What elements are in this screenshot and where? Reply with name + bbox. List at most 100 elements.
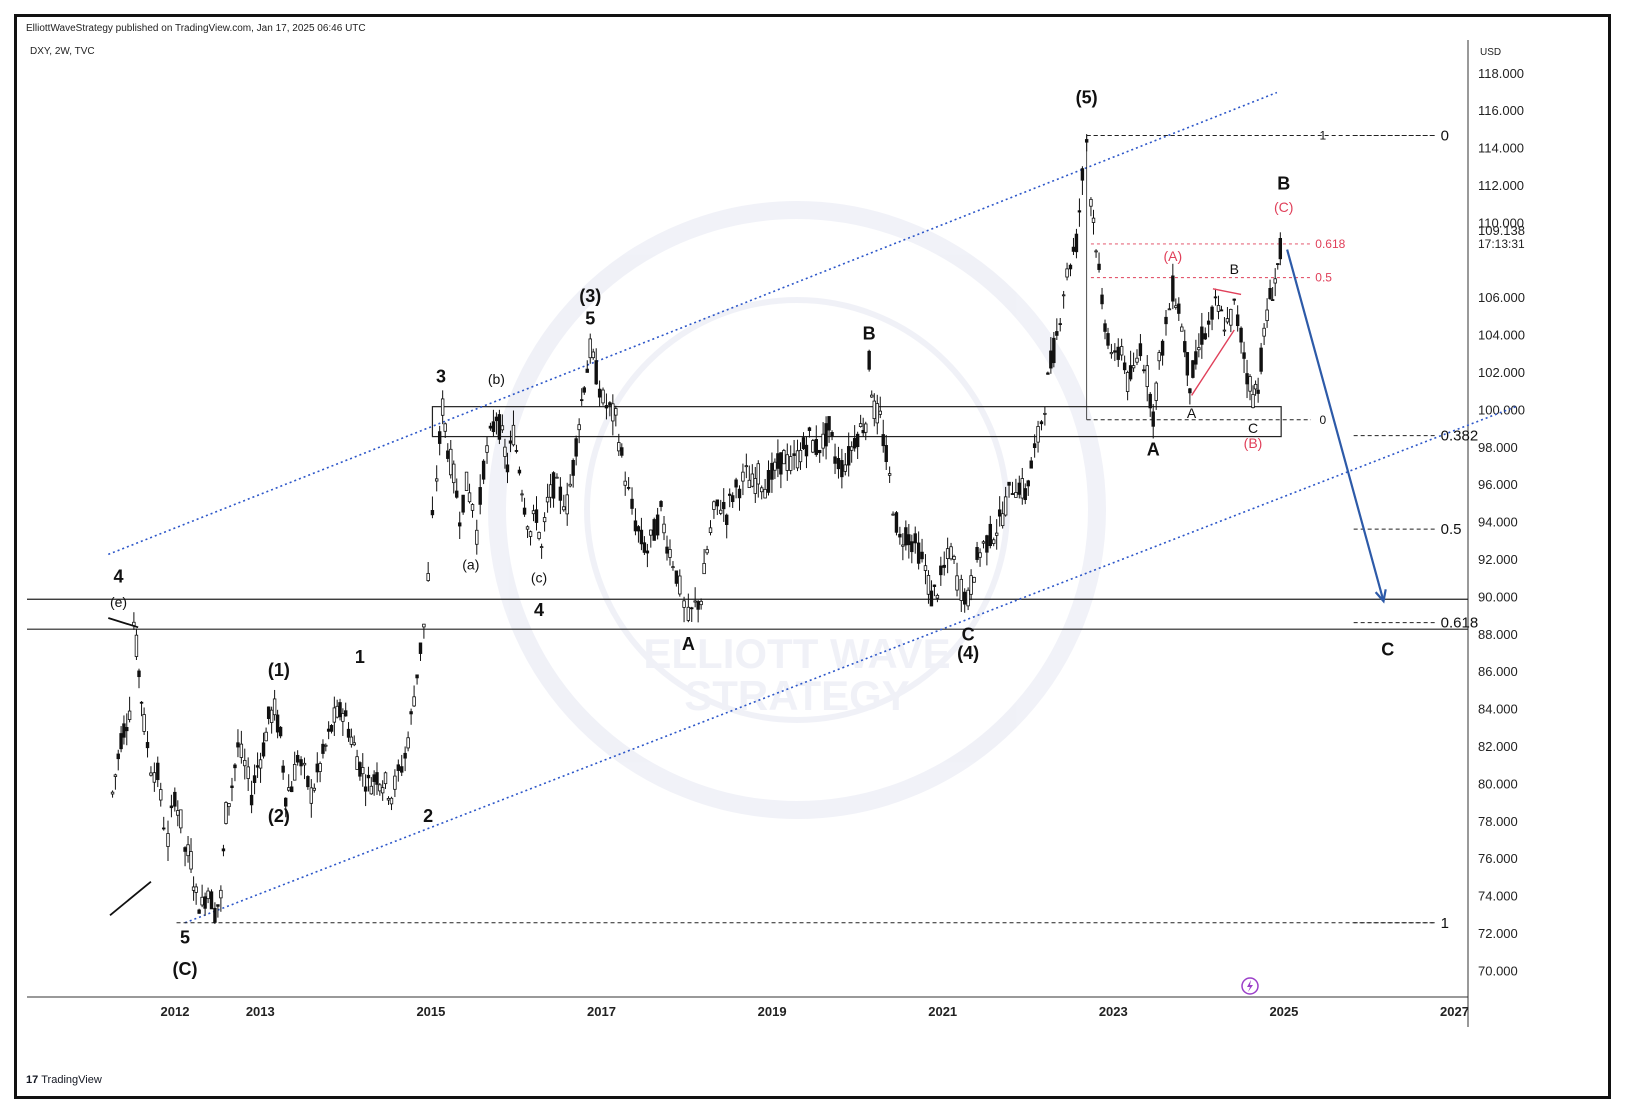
- candle-body: [449, 448, 453, 476]
- x-tick-label: 2027: [1440, 1004, 1469, 1019]
- y-tick-label: 112.000: [1478, 178, 1524, 193]
- candle-body: [1235, 314, 1240, 327]
- candle-body: [674, 570, 679, 584]
- candle-body: [346, 728, 351, 738]
- fib-retracement-major[interactable]: 0 0.382 0.5 0.618 1 1 0: [176, 128, 1479, 932]
- candle-body: [1055, 331, 1059, 336]
- candle-body: [1074, 233, 1079, 253]
- candle-body: [608, 402, 612, 406]
- candle-body: [1251, 394, 1255, 409]
- candle-body: [574, 438, 578, 457]
- candle-body: [531, 510, 536, 515]
- candle-body: [766, 470, 771, 493]
- candle-body: [284, 797, 288, 807]
- candle-body: [216, 904, 220, 907]
- candle-body: [814, 439, 818, 455]
- lightning-icon[interactable]: [1241, 977, 1259, 995]
- tradingview-brand[interactable]: 17 TradingView: [26, 1074, 102, 1086]
- candle-body: [551, 472, 556, 499]
- candle-body: [125, 727, 129, 732]
- wave-label-red: (A): [1163, 248, 1182, 264]
- candle-body: [870, 394, 874, 398]
- candle-body: [1097, 263, 1101, 270]
- candle-body: [597, 388, 602, 398]
- y-tick-label: 84.000: [1478, 702, 1518, 717]
- candle-body: [1058, 323, 1062, 325]
- candle-body: [872, 400, 876, 420]
- candles[interactable]: [110, 134, 1283, 925]
- candle-body: [1253, 383, 1258, 390]
- candle-body: [206, 890, 210, 900]
- candle-body: [1188, 388, 1192, 394]
- candle-body: [935, 594, 940, 599]
- candle-body: [846, 446, 851, 466]
- candle-body: [881, 434, 885, 447]
- y-axis[interactable]: USD118.000116.000114.000112.000110.00010…: [1478, 47, 1525, 978]
- wave-label: A: [1187, 405, 1197, 421]
- candle-body: [1080, 168, 1085, 181]
- candle-body: [568, 483, 572, 487]
- candle-body: [759, 487, 764, 493]
- x-tick-label: 2017: [587, 1004, 616, 1019]
- candle-body: [269, 709, 274, 723]
- wave-label: 5: [585, 308, 595, 328]
- candle-body: [409, 711, 413, 715]
- candle-body: [1183, 341, 1187, 353]
- wave-label: A: [682, 634, 695, 654]
- candle-body: [696, 601, 700, 610]
- candle-body: [1100, 294, 1104, 305]
- candle-body: [1106, 333, 1110, 346]
- candle-body: [1046, 372, 1050, 375]
- x-axis[interactable]: 2012 2013 2015 2017 2019 2021 2023 2025 2027: [161, 1004, 1469, 1019]
- fib-retracement-minor[interactable]: 0.618 0.5: [1090, 237, 1346, 285]
- candle-body: [652, 519, 656, 541]
- candle-body: [1213, 296, 1218, 299]
- candle-body: [682, 600, 686, 608]
- candle-body: [840, 460, 844, 478]
- candle-body: [913, 533, 917, 544]
- candle-body: [978, 552, 982, 558]
- candle-body: [981, 541, 986, 544]
- watermark-line-1: ELLIOTT WAVE: [643, 630, 950, 677]
- candle-body: [798, 449, 803, 463]
- candle-body: [817, 449, 822, 454]
- candle-body: [366, 774, 371, 779]
- candle-body: [194, 886, 198, 893]
- y-tick-label: 70.000: [1478, 963, 1518, 978]
- candle-body: [747, 479, 752, 488]
- y-tick-label: 74.000: [1478, 889, 1518, 904]
- candle-body: [558, 486, 563, 501]
- candle-body: [464, 471, 469, 491]
- candle-body: [375, 772, 379, 785]
- candle-body: [1131, 365, 1136, 369]
- candle-body: [475, 529, 479, 545]
- candle-body: [785, 454, 789, 471]
- fib-level-label: 0.5: [1441, 521, 1462, 538]
- y-tick-label: 116.000: [1478, 103, 1524, 118]
- candle-body: [1077, 210, 1082, 213]
- candle-body: [110, 791, 115, 795]
- candle-body: [741, 471, 745, 482]
- candle-body: [332, 707, 337, 723]
- candle-body: [478, 487, 482, 505]
- candle-body: [686, 606, 691, 621]
- candle-body: [186, 844, 190, 857]
- wave-label: 2: [423, 806, 433, 826]
- candle-body: [341, 713, 345, 722]
- candle-body: [1268, 287, 1272, 300]
- wave-label: (b): [488, 371, 505, 387]
- candle-body: [655, 514, 660, 536]
- candle-body: [884, 445, 888, 463]
- candle-body: [836, 458, 841, 470]
- candle-body: [588, 338, 592, 359]
- candle-body: [179, 809, 183, 829]
- candle-body: [1154, 382, 1158, 401]
- candle-body: [898, 533, 902, 538]
- candle-body: [801, 437, 806, 450]
- candle-body: [1222, 329, 1227, 332]
- y-tick-label: 78.000: [1478, 814, 1518, 829]
- candle-body: [246, 766, 250, 779]
- candle-body: [988, 523, 992, 547]
- candle-body: [952, 555, 956, 560]
